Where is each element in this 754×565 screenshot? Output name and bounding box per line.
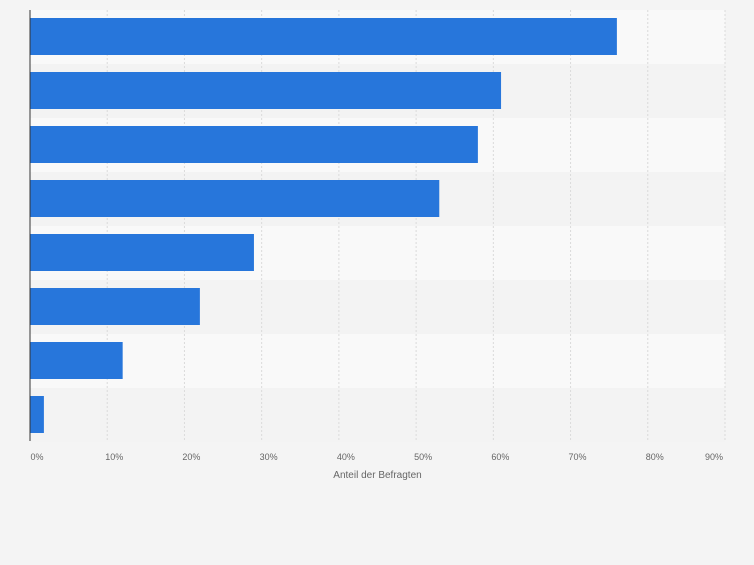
x-tick-labels: 0% 10% 20% 30% 40% 50% 60% 70% 80% 90% xyxy=(30,452,723,462)
x-tick-label: 60% xyxy=(491,452,509,462)
row-band xyxy=(30,388,725,442)
bar[interactable] xyxy=(30,288,200,325)
bar[interactable] xyxy=(30,180,440,217)
bar[interactable] xyxy=(30,396,44,433)
row-band xyxy=(30,334,725,388)
bar[interactable] xyxy=(30,18,617,55)
x-tick-label: 50% xyxy=(414,452,432,462)
x-tick-label: 0% xyxy=(30,452,43,462)
bar[interactable] xyxy=(30,126,478,163)
x-tick-label: 90% xyxy=(705,452,723,462)
x-tick-label: 20% xyxy=(182,452,200,462)
x-tick-label: 10% xyxy=(105,452,123,462)
x-tick-label: 70% xyxy=(569,452,587,462)
bars xyxy=(30,18,617,433)
x-axis-label: Anteil der Befragten xyxy=(333,470,421,481)
x-tick-label: 40% xyxy=(337,452,355,462)
x-tick-label: 80% xyxy=(646,452,664,462)
x-tick-label: 30% xyxy=(260,452,278,462)
bar[interactable] xyxy=(30,342,123,379)
bar[interactable] xyxy=(30,72,502,109)
bar[interactable] xyxy=(30,234,254,271)
